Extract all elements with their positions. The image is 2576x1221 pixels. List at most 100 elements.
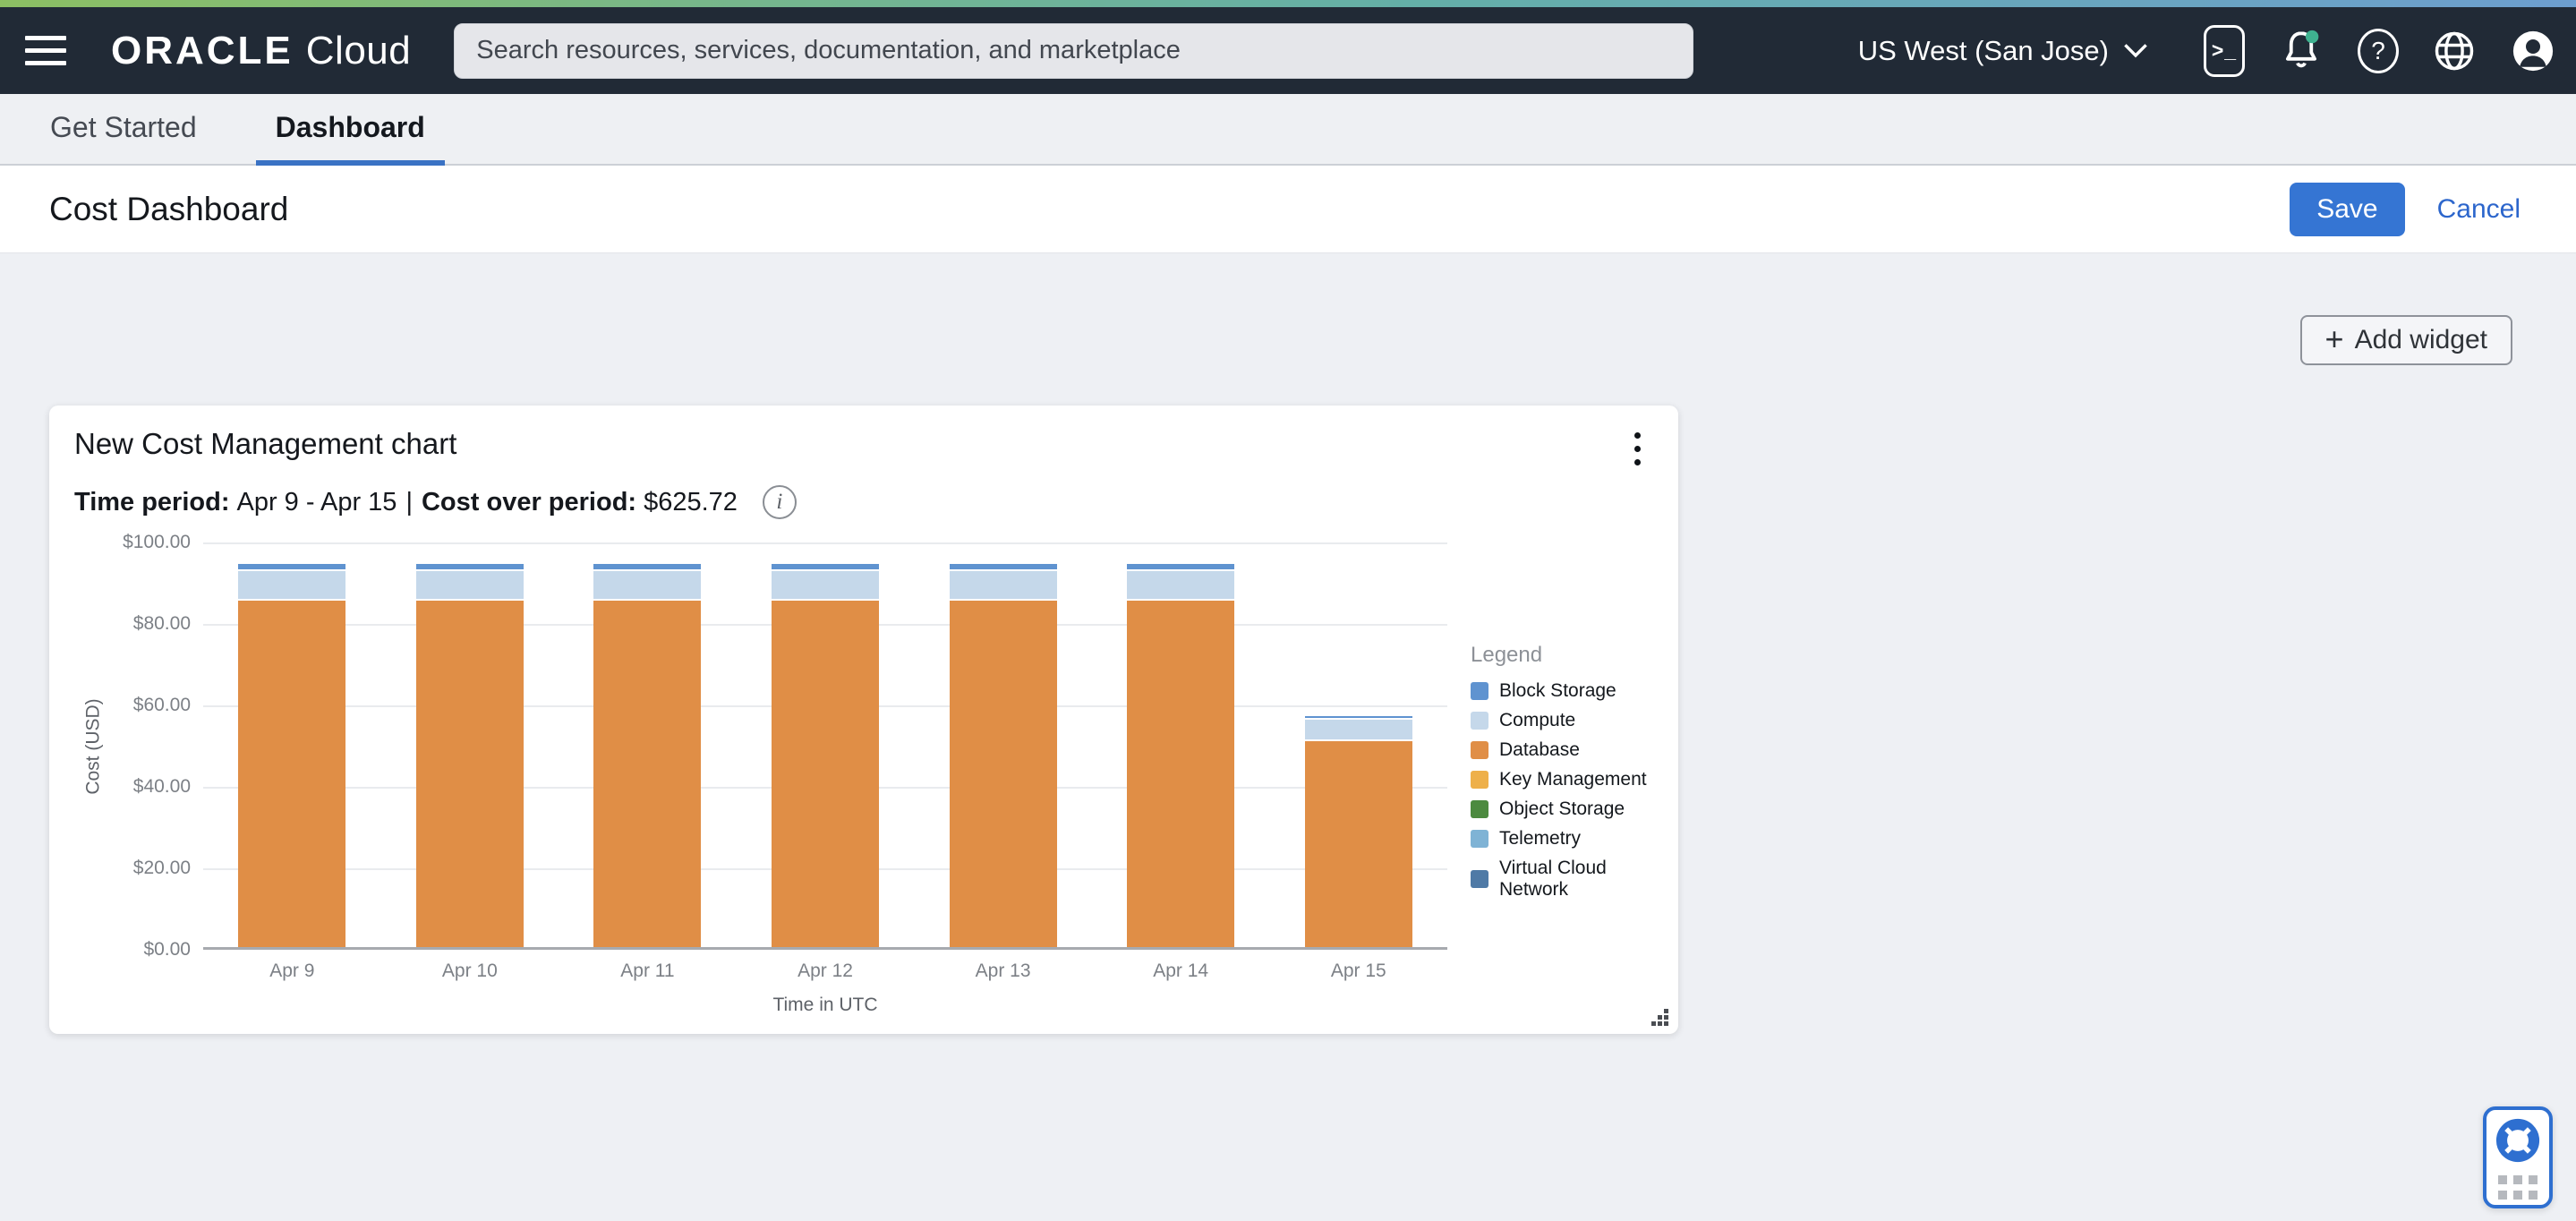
time-period-value: Apr 9 - Apr 15 xyxy=(236,487,397,517)
y-tick-label: $20.00 xyxy=(132,858,191,878)
x-tick-label: Apr 12 xyxy=(798,961,853,981)
stacked-bar-apr-15 xyxy=(1304,716,1412,947)
logo-cloud-text: Cloud xyxy=(305,28,412,73)
language-globe-icon[interactable] xyxy=(2431,28,2478,74)
notification-dot xyxy=(2305,30,2319,43)
y-tick-label: $0.00 xyxy=(143,939,191,960)
legend-swatch xyxy=(1471,741,1488,759)
tab-get-started[interactable]: Get Started xyxy=(50,110,197,143)
drag-handle-icon[interactable] xyxy=(2498,1174,2538,1200)
bar-segment-block-storage xyxy=(949,563,1057,569)
y-tick-label: $40.00 xyxy=(132,776,191,797)
legend-label: Key Management xyxy=(1499,769,1647,790)
x-tick-label: Apr 9 xyxy=(269,961,315,981)
info-icon[interactable]: i xyxy=(762,485,797,519)
stacked-bar-apr-12 xyxy=(772,563,880,947)
search-input[interactable] xyxy=(454,22,1694,79)
legend-swatch xyxy=(1471,800,1488,818)
widget-menu-kebab-icon[interactable] xyxy=(1622,427,1653,471)
stacked-bar-apr-9 xyxy=(238,563,346,947)
bar-segment-compute xyxy=(593,568,702,599)
logo-oracle-text: ORACLE xyxy=(111,28,294,73)
bar-segment-database xyxy=(415,598,524,947)
chevron-down-icon xyxy=(2124,44,2147,58)
legend-item-telemetry: Telemetry xyxy=(1471,828,1653,850)
y-tick-label: $60.00 xyxy=(132,695,191,715)
console-tabs: Get Started Dashboard xyxy=(0,94,2576,166)
widget-title: New Cost Management chart xyxy=(74,427,457,460)
bar-segment-database xyxy=(593,598,702,947)
stacked-bar-apr-13 xyxy=(949,563,1057,947)
y-axis-tick-labels: $0.00 $20.00 $40.00 $60.00 $80.00 $100.00 xyxy=(114,532,203,960)
legend-label: Database xyxy=(1499,739,1580,760)
bar-slot xyxy=(737,563,915,947)
y-tick-label: $80.00 xyxy=(132,613,191,634)
profile-avatar-icon[interactable] xyxy=(2510,28,2556,74)
bar-segment-database xyxy=(949,598,1057,947)
life-ring-icon xyxy=(2495,1118,2540,1162)
bar-segment-compute xyxy=(949,568,1057,599)
notifications-icon[interactable] xyxy=(2277,27,2325,75)
plus-icon: + xyxy=(2324,320,2344,357)
legend-item-block-storage: Block Storage xyxy=(1471,680,1653,702)
region-selector[interactable]: US West (San Jose) xyxy=(1858,35,2148,67)
cloud-shell-icon[interactable]: >_ xyxy=(2204,24,2245,77)
bar-slot xyxy=(381,563,559,947)
legend-label: Compute xyxy=(1499,710,1576,730)
x-tick-label: Apr 15 xyxy=(1330,961,1386,981)
y-axis-title: Cost (USD) xyxy=(83,697,104,795)
brand-gradient-strip xyxy=(0,0,2576,7)
bar-segment-compute xyxy=(1304,718,1412,739)
bar-segment-database xyxy=(1304,739,1412,947)
plot-area xyxy=(203,542,1447,950)
time-period-label: Time period: xyxy=(74,487,230,517)
x-tick-label: Apr 14 xyxy=(1153,961,1209,981)
help-icon[interactable]: ? xyxy=(2358,28,2399,73)
add-widget-button[interactable]: + Add widget xyxy=(2299,315,2512,365)
legend-label: Virtual Cloud Network xyxy=(1499,858,1607,900)
legend-item-virtual-cloud-network: Virtual Cloud Network xyxy=(1471,858,1653,901)
bar-segment-block-storage xyxy=(238,563,346,569)
x-axis-tick-labels: Apr 9 Apr 10 Apr 11 Apr 12 Apr 13 Apr 14 Apr 1… xyxy=(203,961,1447,982)
cost-over-period-value: $625.72 xyxy=(644,487,738,517)
legend-swatch xyxy=(1471,870,1488,888)
save-button[interactable]: Save xyxy=(2290,182,2405,236)
bar-slot xyxy=(203,563,381,947)
bar-slot xyxy=(559,563,737,947)
x-tick-label: Apr 10 xyxy=(441,961,498,981)
tab-dashboard[interactable]: Dashboard xyxy=(255,94,445,166)
x-tick-label: Apr 11 xyxy=(620,961,675,981)
y-tick-label: $100.00 xyxy=(123,532,191,552)
page-title: Cost Dashboard xyxy=(49,190,289,227)
bar-segment-block-storage xyxy=(415,563,524,569)
bar-segment-database xyxy=(772,598,880,947)
header-actions: Save Cancel xyxy=(2290,182,2521,236)
bar-segment-block-storage xyxy=(1304,716,1412,719)
stacked-bar-apr-11 xyxy=(593,563,702,947)
legend-label: Block Storage xyxy=(1499,680,1616,701)
topbar-actions: US West (San Jose) >_ ? xyxy=(1858,24,2556,77)
legend-item-compute: Compute xyxy=(1471,710,1653,731)
cost-over-period-label: Cost over period: xyxy=(421,487,637,517)
menu-icon[interactable] xyxy=(25,31,75,71)
bar-slot xyxy=(1269,716,1447,947)
legend-item-database: Database xyxy=(1471,739,1653,761)
bar-segment-block-storage xyxy=(593,563,702,569)
x-tick-label: Apr 13 xyxy=(975,961,1031,981)
add-widget-label: Add widget xyxy=(2354,325,2487,354)
legend-swatch xyxy=(1471,682,1488,700)
legend-swatch xyxy=(1471,712,1488,730)
oracle-cloud-logo[interactable]: ORACLE Cloud xyxy=(111,29,411,73)
bar-slot xyxy=(914,563,1092,947)
page-header: Cost Dashboard Save Cancel xyxy=(0,166,2576,253)
bar-segment-block-storage xyxy=(1127,563,1235,569)
widget-resize-handle[interactable] xyxy=(1651,1009,1669,1027)
cancel-button[interactable]: Cancel xyxy=(2436,193,2521,224)
cost-chart-widget: New Cost Management chart Time period: A… xyxy=(49,406,1678,1034)
bar-segment-database xyxy=(238,598,346,947)
region-label: US West (San Jose) xyxy=(1857,34,2109,66)
subtitle-divider: | xyxy=(405,487,413,517)
support-launcher[interactable] xyxy=(2483,1106,2553,1208)
chart-legend: Legend Block Storage Compute Database Key M… xyxy=(1447,643,1653,909)
bar-segment-block-storage xyxy=(772,563,880,569)
